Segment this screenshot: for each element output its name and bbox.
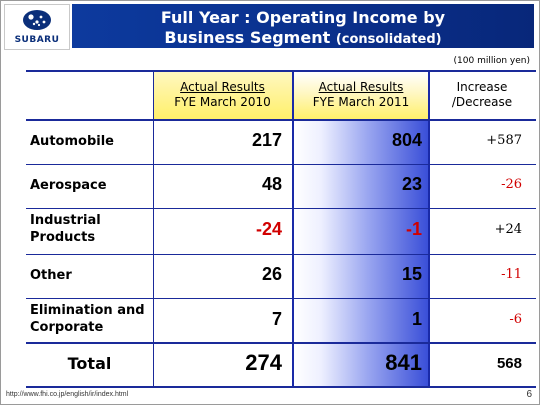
cell-fy2011: 23 <box>401 174 422 194</box>
cell-total-fy2010: 274 <box>245 350 282 375</box>
row-label-total: Total <box>67 354 112 373</box>
cell-fy2010: -24 <box>255 219 282 239</box>
fy2011-header-bg <box>294 72 428 119</box>
page-number: 6 <box>526 389 532 400</box>
row-label-automobile: Automobile <box>30 134 114 149</box>
cell-change: -11 <box>501 267 522 282</box>
row-label-elimination-corporate: Elimination and Corporate <box>30 303 145 335</box>
fy2010-header-bg <box>153 71 292 119</box>
cell-change: +24 <box>494 222 522 237</box>
header-change: Increase /Decrease <box>451 80 513 109</box>
title-banner: Full Year : Operating Income by Business… <box>72 4 534 48</box>
total-top-border <box>26 342 536 344</box>
cell-change: -6 <box>509 312 522 327</box>
table-bottom-border <box>26 386 536 388</box>
row-divider <box>26 254 536 255</box>
header-fy2011: Actual Results FYE March 2011 <box>312 80 410 109</box>
cell-fy2011: 1 <box>411 309 422 329</box>
cell-total-fy2011: 841 <box>385 350 422 375</box>
unit-note: (100 million yen) <box>453 56 530 66</box>
cell-fy2011: 15 <box>401 264 422 284</box>
cell-total-change: 568 <box>496 355 522 372</box>
page-title-suffix: (consolidated) <box>335 32 442 47</box>
row-divider <box>26 298 536 299</box>
col-divider <box>153 70 154 388</box>
row-divider <box>26 164 536 165</box>
subaru-logo: SUBARU <box>4 4 70 50</box>
cell-fy2010: 7 <box>271 309 282 329</box>
cell-fy2011: -1 <box>405 219 422 239</box>
table-top-border <box>26 70 536 72</box>
page-title-line2: Business Segment (consolidated) <box>72 28 534 47</box>
row-divider <box>26 208 536 209</box>
logo-wordmark: SUBARU <box>14 35 60 45</box>
header-fy2010: Actual Results FYE March 2010 <box>174 80 271 109</box>
row-label-industrial-products: Industrial Products <box>30 213 101 245</box>
page-title-line1: Full Year : Operating Income by <box>160 8 446 27</box>
footer-url-link[interactable]: http://www.fhi.co.jp/english/ir/index.ht… <box>6 391 129 398</box>
pleiades-icon <box>23 10 51 30</box>
cell-change: -26 <box>501 177 522 192</box>
cell-fy2011: 804 <box>391 130 422 150</box>
cell-change: +587 <box>486 133 522 148</box>
header-bottom-border <box>26 119 536 121</box>
cell-fy2010: 217 <box>251 130 282 150</box>
cell-fy2010: 26 <box>261 264 282 284</box>
page-title-main: Business Segment <box>164 28 331 47</box>
row-label-other: Other <box>30 268 72 283</box>
cell-fy2010: 48 <box>261 174 282 194</box>
row-label-aerospace: Aerospace <box>30 178 107 193</box>
